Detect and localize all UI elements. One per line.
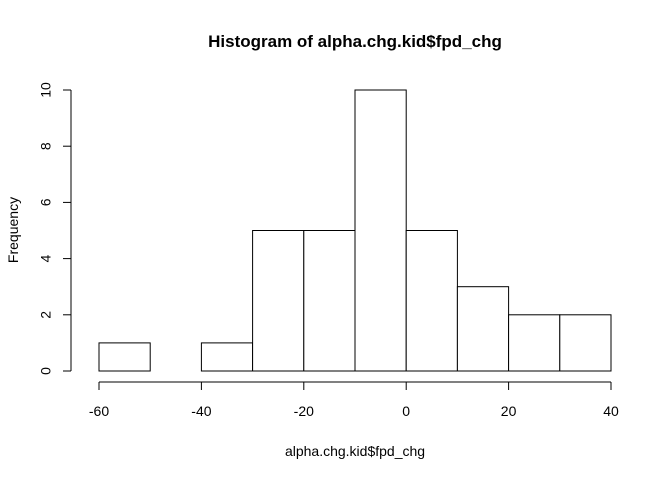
histogram-bar: [405, 230, 458, 372]
histogram-bars: [98, 89, 612, 372]
y-tick-label: 2: [38, 311, 54, 319]
x-tick-label: 20: [501, 403, 517, 419]
histogram-bar: [200, 342, 254, 372]
histogram-bar: [354, 89, 407, 372]
histogram-bar: [252, 230, 305, 372]
x-tick-label: -40: [191, 403, 211, 419]
x-axis: -60 -40 -20 0 20 40: [89, 381, 619, 419]
y-tick-label: 4: [38, 254, 54, 262]
y-axis: 0 2 4 6 8 10: [38, 82, 72, 375]
histogram-bar: [98, 342, 151, 372]
y-tick-label: 0: [38, 367, 54, 375]
y-tick-label: 6: [38, 198, 54, 206]
x-axis-label: alpha.chg.kid$fpd_chg: [285, 443, 425, 459]
x-tick-label: 40: [603, 403, 619, 419]
y-tick-label: 10: [38, 82, 54, 98]
y-tick-label: 8: [38, 142, 54, 150]
histogram-bar: [559, 314, 612, 372]
x-tick-label: -60: [89, 403, 109, 419]
y-axis-label: Frequency: [5, 197, 21, 263]
x-tick-label: -20: [294, 403, 314, 419]
histogram-bar: [303, 230, 356, 372]
chart-title: Histogram of alpha.chg.kid$fpd_chg: [208, 32, 502, 51]
histogram-bar: [456, 286, 510, 372]
histogram-bar: [508, 314, 561, 372]
x-tick-label: 0: [402, 403, 410, 419]
